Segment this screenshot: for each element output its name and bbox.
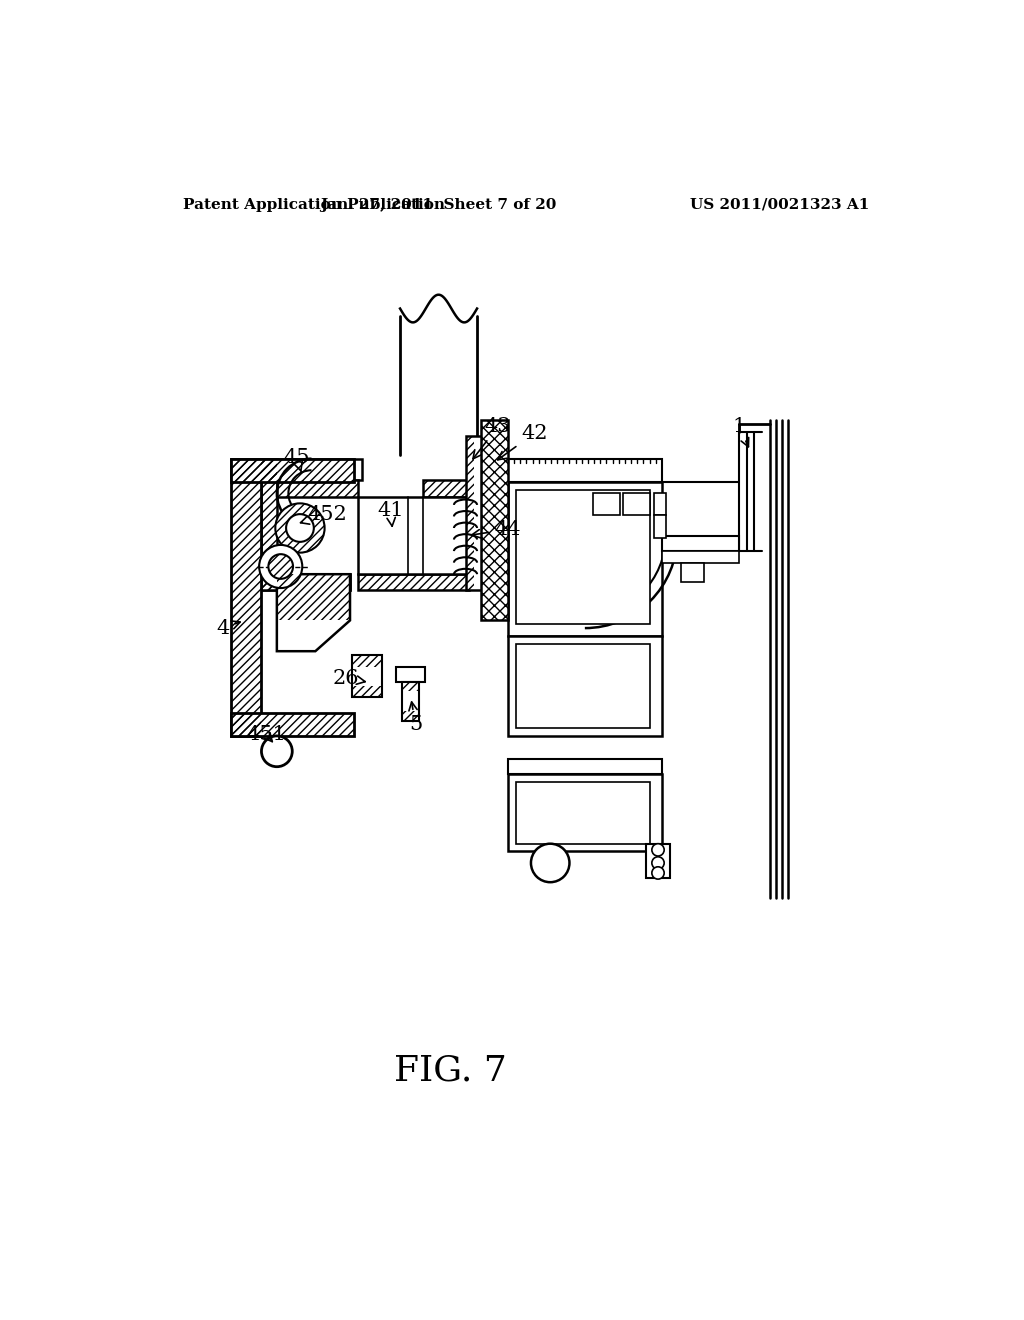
Text: 26: 26 — [333, 669, 366, 688]
Bar — [230, 713, 354, 737]
Bar — [230, 459, 354, 482]
Text: 451: 451 — [246, 725, 286, 744]
Text: FIG. 7: FIG. 7 — [394, 1053, 507, 1088]
Bar — [508, 482, 662, 636]
Bar — [402, 711, 419, 721]
Bar — [662, 552, 739, 562]
Bar — [230, 713, 354, 737]
Circle shape — [652, 867, 665, 879]
Bar — [654, 515, 666, 539]
Bar — [357, 574, 469, 590]
Bar — [396, 667, 425, 682]
Bar — [515, 781, 650, 843]
Bar — [423, 480, 469, 498]
Text: Patent Application Publication: Patent Application Publication — [183, 198, 444, 211]
Bar — [662, 536, 739, 552]
Bar — [515, 490, 650, 624]
Bar — [357, 498, 469, 574]
Bar — [261, 459, 276, 480]
Polygon shape — [423, 480, 469, 498]
Text: 41: 41 — [377, 500, 403, 527]
Bar — [508, 459, 662, 482]
Bar — [508, 759, 662, 775]
Text: 5: 5 — [409, 702, 422, 734]
Bar — [230, 459, 261, 737]
Circle shape — [259, 545, 302, 589]
Circle shape — [286, 513, 313, 543]
Polygon shape — [276, 480, 357, 498]
Polygon shape — [261, 459, 350, 590]
Bar — [276, 480, 357, 498]
Bar — [352, 655, 382, 697]
Bar — [508, 636, 662, 737]
Bar — [261, 459, 276, 590]
Text: Jan. 27, 2011  Sheet 7 of 20: Jan. 27, 2011 Sheet 7 of 20 — [321, 198, 557, 211]
Circle shape — [261, 737, 292, 767]
Bar — [646, 843, 670, 878]
Bar — [515, 644, 650, 729]
Bar — [466, 436, 482, 590]
Bar — [402, 682, 419, 692]
Bar — [624, 494, 650, 515]
Circle shape — [268, 554, 293, 578]
Polygon shape — [357, 574, 469, 590]
Text: 45: 45 — [283, 447, 309, 473]
Text: 1: 1 — [732, 417, 749, 446]
Circle shape — [275, 503, 325, 553]
Circle shape — [652, 843, 665, 857]
Bar — [230, 459, 261, 737]
Text: 42: 42 — [498, 424, 548, 459]
Bar — [481, 420, 508, 620]
Bar — [466, 436, 474, 590]
Bar — [402, 682, 419, 721]
Text: 4: 4 — [217, 619, 241, 638]
Bar — [508, 775, 662, 851]
Bar — [654, 494, 666, 515]
Polygon shape — [261, 574, 350, 590]
Polygon shape — [276, 574, 350, 651]
Bar — [481, 420, 508, 620]
Text: US 2011/0021323 A1: US 2011/0021323 A1 — [690, 198, 869, 211]
Bar — [593, 494, 620, 515]
Circle shape — [531, 843, 569, 882]
Bar — [352, 655, 382, 667]
Bar — [230, 459, 354, 482]
Circle shape — [652, 857, 665, 869]
Bar — [681, 562, 705, 582]
Text: 43: 43 — [473, 417, 511, 459]
Text: 44: 44 — [472, 520, 520, 539]
Polygon shape — [261, 459, 361, 494]
Bar — [352, 686, 382, 697]
Bar — [261, 574, 350, 590]
Text: 452: 452 — [300, 504, 347, 524]
Bar — [276, 574, 350, 620]
